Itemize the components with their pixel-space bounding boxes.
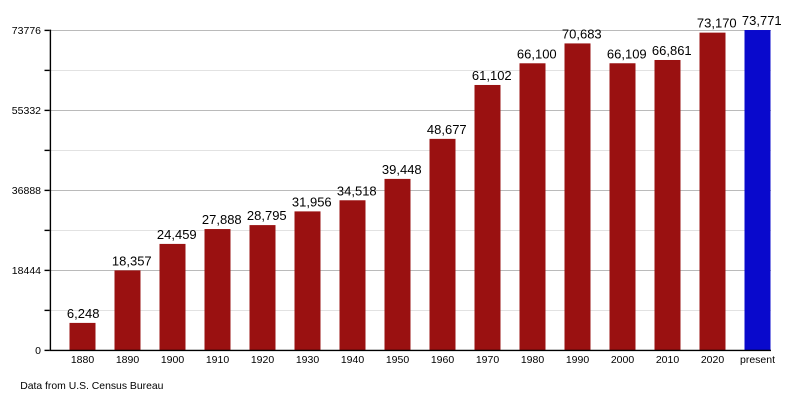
svg-text:73,170: 73,170 (697, 16, 737, 31)
svg-text:2010: 2010 (656, 354, 680, 366)
svg-text:1960: 1960 (431, 354, 455, 366)
svg-text:18444: 18444 (12, 265, 41, 277)
svg-text:28,795: 28,795 (247, 208, 287, 223)
svg-text:2020: 2020 (701, 354, 725, 366)
svg-text:18,357: 18,357 (112, 253, 152, 268)
svg-text:Data from U.S. Census Bureau: Data from U.S. Census Bureau (20, 381, 163, 392)
svg-text:1900: 1900 (161, 354, 185, 366)
svg-text:1910: 1910 (206, 354, 230, 366)
svg-text:48,677: 48,677 (427, 122, 467, 137)
svg-text:66,100: 66,100 (517, 46, 557, 61)
svg-text:66,861: 66,861 (652, 43, 692, 58)
svg-text:0: 0 (35, 345, 41, 357)
svg-text:1920: 1920 (251, 354, 275, 366)
svg-text:1980: 1980 (521, 354, 545, 366)
svg-text:31,956: 31,956 (292, 194, 332, 209)
svg-text:70,683: 70,683 (562, 26, 602, 41)
svg-text:61,102: 61,102 (472, 68, 512, 83)
svg-text:73,771: 73,771 (742, 13, 782, 28)
svg-text:27,888: 27,888 (202, 212, 242, 227)
svg-text:24,459: 24,459 (157, 227, 197, 242)
svg-text:73776: 73776 (12, 25, 41, 37)
svg-text:66,109: 66,109 (607, 46, 647, 61)
svg-text:1940: 1940 (341, 354, 365, 366)
svg-text:present: present (740, 354, 775, 366)
svg-text:1880: 1880 (71, 354, 95, 366)
svg-text:34,518: 34,518 (337, 183, 377, 198)
svg-text:1950: 1950 (386, 354, 410, 366)
svg-text:6,248: 6,248 (67, 306, 100, 321)
svg-text:55332: 55332 (12, 105, 41, 117)
svg-text:39,448: 39,448 (382, 162, 422, 177)
svg-text:1890: 1890 (116, 354, 140, 366)
svg-text:1930: 1930 (296, 354, 320, 366)
svg-text:1990: 1990 (566, 354, 590, 366)
svg-text:2000: 2000 (611, 354, 635, 366)
svg-text:1970: 1970 (476, 354, 500, 366)
svg-text:36888: 36888 (12, 185, 41, 197)
